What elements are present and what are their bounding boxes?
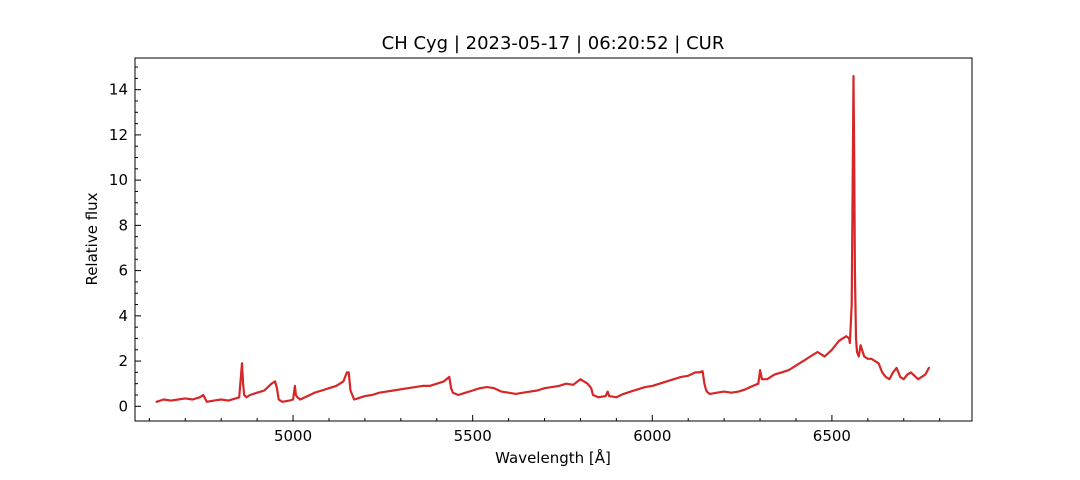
y-axis: 0 2 4 6 8 10 12 14: [109, 66, 141, 415]
y-tick-label: 2: [118, 352, 128, 370]
x-axis: 5000 5500 6000 6500: [148, 415, 941, 445]
plot-area: 5000 5500 6000 6500 0 2 4 6 8 10 12 14: [109, 57, 973, 445]
chart-title: CH Cyg | 2023-05-17 | 06:20:52 | CUR: [382, 33, 725, 54]
x-tick-label: 5500: [454, 427, 492, 445]
y-axis-label: Relative flux: [83, 192, 101, 285]
plot-frame: [134, 57, 973, 422]
y-tick-label: 10: [109, 171, 128, 189]
series-line: [155, 74, 931, 403]
y-tick-label: 12: [109, 126, 128, 144]
x-tick-label: 5000: [274, 427, 312, 445]
x-axis-label: Wavelength [Å]: [495, 448, 611, 467]
y-tick-label: 8: [118, 216, 128, 234]
y-tick-label: 6: [118, 262, 128, 280]
x-tick-label: 6500: [813, 427, 851, 445]
y-tick-label: 14: [109, 81, 128, 99]
x-tick-label: 6000: [633, 427, 671, 445]
y-tick-label: 0: [118, 397, 128, 415]
y-tick-label: 4: [118, 307, 128, 325]
